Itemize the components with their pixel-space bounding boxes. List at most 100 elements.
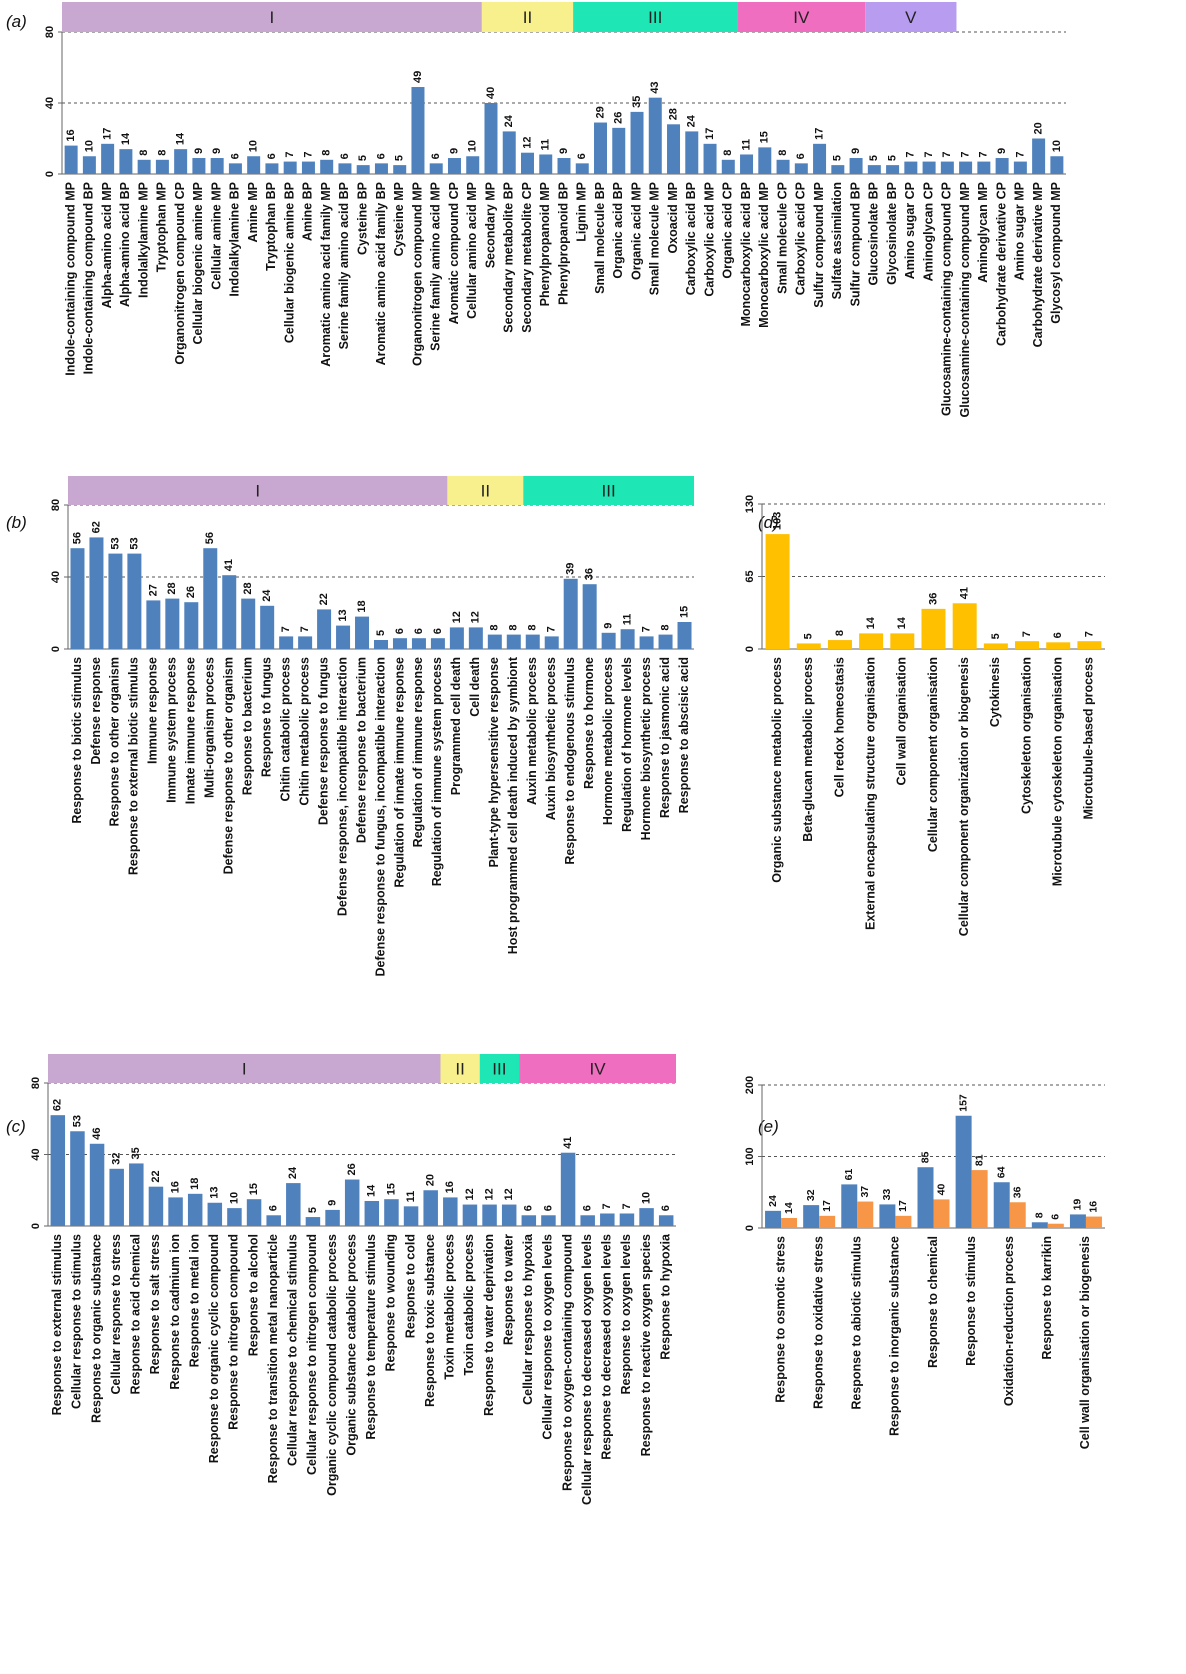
c-y-tick-label: 40 bbox=[30, 1148, 42, 1160]
a-value-label: 26 bbox=[613, 112, 625, 124]
e-bar bbox=[803, 1205, 820, 1228]
b-value-label: 12 bbox=[470, 611, 482, 623]
c-category-label: Cellular response to stress bbox=[109, 1234, 123, 1395]
panel-e-label: (e) bbox=[758, 1117, 779, 1136]
c-category-label: Organic cyclic compound catabolic proces… bbox=[325, 1234, 339, 1496]
a-category-label: Aminoglycan CP bbox=[921, 182, 935, 281]
a-bar bbox=[575, 163, 589, 174]
a-category-label: Cellular biogenic amine BP bbox=[282, 182, 296, 343]
a-group-label: III bbox=[648, 8, 662, 27]
c-value-label: 6 bbox=[582, 1205, 594, 1211]
c-bar bbox=[639, 1208, 654, 1226]
a-bar bbox=[886, 165, 900, 174]
b-value-label: 5 bbox=[375, 630, 387, 636]
a-bar bbox=[630, 111, 644, 174]
b-value-label: 41 bbox=[223, 559, 235, 571]
b-category-label: Response to external biotic stimulus bbox=[127, 657, 141, 875]
c-value-label: 16 bbox=[169, 1181, 181, 1193]
c-value-label: 12 bbox=[483, 1188, 495, 1200]
a-value-label: 7 bbox=[284, 151, 296, 157]
e-bar bbox=[841, 1184, 858, 1228]
a-value-label: 7 bbox=[1014, 151, 1026, 157]
d-category-label: Cytoskeleton organisation bbox=[1019, 657, 1033, 814]
b-category-label: Response to abscisic acid bbox=[677, 657, 691, 813]
b-category-label: Defense response, incompatible interacti… bbox=[335, 657, 349, 916]
a-value-label: 8 bbox=[138, 150, 150, 156]
a-bar bbox=[265, 163, 279, 174]
a-bar bbox=[155, 159, 169, 174]
b-value-label: 12 bbox=[451, 611, 463, 623]
a-value-label: 12 bbox=[521, 136, 533, 148]
e-value-label: 61 bbox=[843, 1169, 855, 1181]
a-category-label: Carboxylic acid MP bbox=[702, 182, 716, 297]
a-value-label: 5 bbox=[394, 155, 406, 161]
a-value-label: 8 bbox=[722, 150, 734, 156]
e-y-tick-label: 100 bbox=[744, 1147, 756, 1165]
a-bar bbox=[374, 163, 388, 174]
a-category-label: Lignin MP bbox=[575, 182, 589, 242]
a-bar bbox=[995, 158, 1009, 174]
c-value-label: 41 bbox=[562, 1136, 574, 1148]
a-bar bbox=[977, 161, 991, 174]
b-group-label: III bbox=[602, 482, 616, 501]
c-group-label: I bbox=[242, 1060, 247, 1079]
b-category-label: Regulation of immune system process bbox=[430, 657, 444, 886]
c-value-label: 18 bbox=[189, 1178, 201, 1190]
e-bar bbox=[1069, 1214, 1086, 1228]
b-value-label: 28 bbox=[242, 582, 254, 594]
a-group-label: I bbox=[270, 8, 275, 27]
b-y-tick-label: 0 bbox=[50, 646, 62, 652]
b-category-label: Cell death bbox=[468, 657, 482, 717]
a-bar bbox=[539, 154, 553, 174]
c-group-label: III bbox=[492, 1060, 506, 1079]
a-bar bbox=[557, 158, 571, 174]
c-category-label: Response to organic substance bbox=[89, 1234, 103, 1423]
a-value-label: 5 bbox=[886, 155, 898, 161]
a-bar bbox=[484, 103, 498, 174]
c-group-band bbox=[440, 1054, 480, 1083]
b-bar bbox=[70, 548, 85, 649]
a-value-label: 10 bbox=[83, 140, 95, 152]
a-value-label: 7 bbox=[960, 151, 972, 157]
b-category-label: Multi-organism process bbox=[203, 657, 217, 798]
c-bar bbox=[266, 1215, 281, 1226]
e-value-label: 36 bbox=[1012, 1186, 1024, 1198]
a-bar bbox=[228, 163, 242, 174]
e-category-label: Cell wall organisation or biogenesis bbox=[1078, 1236, 1092, 1449]
a-category-label: Sulfate assimilation bbox=[830, 182, 844, 299]
e-value-label: 6 bbox=[1050, 1214, 1062, 1220]
b-value-label: 7 bbox=[299, 626, 311, 632]
a-category-label: Amino sugar MP bbox=[1013, 182, 1027, 281]
a-bar bbox=[137, 159, 151, 174]
a-value-label: 15 bbox=[759, 131, 771, 143]
a-bar bbox=[667, 124, 681, 174]
b-category-label: Defense response to fungus, incompatible… bbox=[373, 657, 387, 977]
a-category-label: Indolalkylamine MP bbox=[136, 182, 150, 298]
b-category-label: Plant-type hypersensitive response bbox=[487, 657, 501, 868]
a-bar bbox=[794, 163, 808, 174]
b-bar bbox=[468, 627, 483, 649]
a-category-label: Phenylpropanoid BP bbox=[556, 182, 570, 305]
b-bar bbox=[127, 553, 142, 649]
a-category-label: Carbohydrate derivative MP bbox=[1031, 182, 1045, 347]
d-category-label: Organic substance metabolic process bbox=[770, 657, 784, 883]
c-value-label: 62 bbox=[52, 1099, 64, 1111]
a-bar bbox=[247, 156, 261, 174]
a-value-label: 24 bbox=[503, 114, 515, 127]
c-category-label: Cellular response to hypoxia bbox=[521, 1233, 535, 1405]
a-bar bbox=[1013, 161, 1027, 174]
a-bar bbox=[64, 145, 78, 174]
c-category-label: Response to temperature stimulus bbox=[364, 1234, 378, 1440]
c-category-label: Response to wounding bbox=[384, 1234, 398, 1372]
d-bar bbox=[1077, 641, 1102, 649]
c-category-label: Response to water deprivation bbox=[482, 1234, 496, 1416]
c-category-label: Response to cadmium ion bbox=[168, 1234, 182, 1390]
b-bar bbox=[146, 600, 161, 649]
b-category-label: Response to hormone bbox=[582, 657, 596, 789]
a-group-band bbox=[865, 2, 957, 32]
b-bar bbox=[430, 638, 445, 649]
b-bar bbox=[639, 636, 654, 649]
e-bar bbox=[857, 1201, 874, 1228]
d-value-label: 5 bbox=[990, 633, 1002, 639]
